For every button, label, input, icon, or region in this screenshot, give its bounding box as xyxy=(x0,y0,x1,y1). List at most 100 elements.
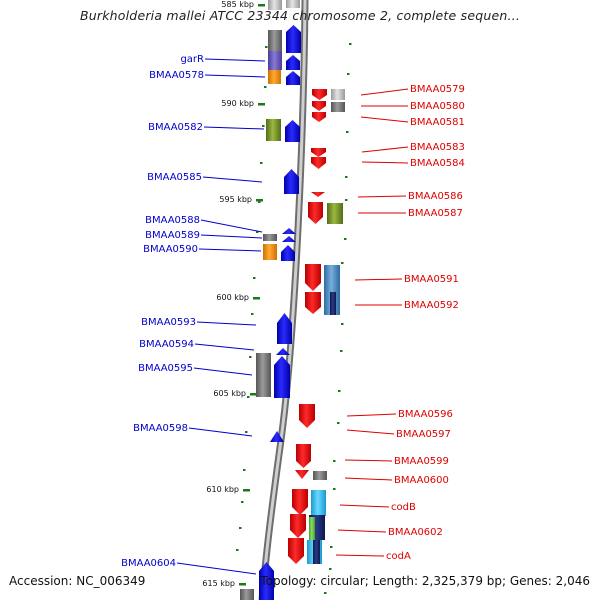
right-track-dot xyxy=(345,199,348,201)
kbp-tick-label: 615 kbp xyxy=(202,579,235,588)
reverse-gene-arrow xyxy=(305,264,321,291)
gene-label-leader xyxy=(354,278,403,281)
gene-block-navy xyxy=(313,540,320,564)
kbp-tick xyxy=(258,4,265,7)
gene-label-left: garR xyxy=(180,54,204,65)
gene-label-right: BMAA0583 xyxy=(410,142,465,153)
gene-label-right: BMAA0596 xyxy=(398,409,453,420)
left-track-dot xyxy=(253,277,256,279)
reverse-gene-arrow xyxy=(296,444,311,468)
right-track-dot xyxy=(333,460,336,462)
left-track-dot xyxy=(251,313,254,315)
gene-label-left: BMAA0594 xyxy=(139,339,194,350)
gene-label-right: BMAA0586 xyxy=(408,191,463,202)
gene-label-left: BMAA0595 xyxy=(138,363,193,374)
gene-label-leader xyxy=(346,429,395,435)
gene-label-leader xyxy=(361,161,409,164)
left-track-dot xyxy=(245,431,248,433)
gene-label-right: codB xyxy=(391,502,416,513)
right-track-dot xyxy=(344,238,347,240)
gene-block-grey xyxy=(268,30,282,51)
gene-label-leader xyxy=(198,248,262,252)
gene-label-left: BMAA0590 xyxy=(143,244,198,255)
gene-label-leader xyxy=(335,554,385,557)
left-track-dot xyxy=(236,549,239,551)
gene-label-left: BMAA0598 xyxy=(133,423,188,434)
gene-label-right: BMAA0584 xyxy=(410,158,465,169)
reverse-gene-arrow xyxy=(292,489,308,515)
right-track-dot xyxy=(345,176,348,178)
gene-block-orange xyxy=(268,70,281,84)
gene-label-left: BMAA0593 xyxy=(141,317,196,328)
kbp-tick xyxy=(258,103,265,106)
gene-label-right: BMAA0592 xyxy=(404,300,459,311)
kbp-tick-label: 595 kbp xyxy=(219,195,252,204)
reverse-gene-arrow xyxy=(311,157,326,169)
kbp-tick xyxy=(243,489,250,492)
reverse-gene-arrow xyxy=(295,470,309,479)
gene-block-grey xyxy=(286,0,300,8)
gene-label-right: BMAA0579 xyxy=(410,84,465,95)
gene-label-leader xyxy=(204,58,266,62)
left-track-dot xyxy=(256,231,259,233)
gene-label-leader xyxy=(360,116,409,123)
kbp-tick xyxy=(253,297,260,300)
gene-label-left: BMAA0582 xyxy=(148,122,203,133)
forward-gene-arrow xyxy=(282,228,296,234)
gene-label-right: BMAA0581 xyxy=(410,117,465,128)
gene-block-green xyxy=(309,517,315,541)
gene-label-right: BMAA0600 xyxy=(394,475,449,486)
map-title: Burkholderia mallei ATCC 23344 chromosom… xyxy=(79,8,520,23)
right-track-dot xyxy=(329,568,332,570)
gene-label-leader xyxy=(196,321,257,326)
right-track-dot xyxy=(338,390,341,392)
reverse-gene-arrow xyxy=(311,192,325,197)
reverse-gene-arrow xyxy=(290,514,306,538)
left-track-dot xyxy=(264,86,267,88)
forward-gene-arrow xyxy=(286,71,300,85)
kbp-tick-label: 610 kbp xyxy=(206,485,239,494)
kbp-tick xyxy=(239,583,246,586)
forward-gene-arrow xyxy=(277,313,292,344)
gene-block-grey xyxy=(268,0,282,10)
forward-gene-arrow xyxy=(285,120,300,142)
forward-gene-arrow xyxy=(274,356,290,398)
gene-label-right: BMAA0587 xyxy=(408,208,463,219)
gene-block-navy xyxy=(330,292,336,315)
gene-block-olive xyxy=(266,119,281,141)
gene-block-grey xyxy=(331,102,345,112)
gene-label-leader xyxy=(193,367,253,376)
gene-label-leader xyxy=(361,146,409,153)
genome-summary-text: Topology: circular; Length: 2,325,379 bp… xyxy=(260,574,590,588)
gene-label-leader xyxy=(344,477,393,481)
reverse-gene-arrow xyxy=(305,292,321,314)
gene-label-left: BMAA0589 xyxy=(145,230,200,241)
gene-label-leader xyxy=(176,562,257,575)
left-track-dot xyxy=(262,125,265,127)
right-track-dot xyxy=(341,262,344,264)
gene-label-leader xyxy=(204,74,266,78)
gene-label-left: BMAA0585 xyxy=(147,172,202,183)
gene-block-grey xyxy=(240,589,254,600)
gene-label-right: BMAA0599 xyxy=(394,456,449,467)
gene-label-right: codA xyxy=(386,551,411,562)
gene-label-right: BMAA0597 xyxy=(396,429,451,440)
right-track-dot xyxy=(324,592,327,594)
kbp-tick-label: 605 kbp xyxy=(213,389,246,398)
gene-label-leader xyxy=(200,219,263,233)
right-track-dot xyxy=(341,323,344,325)
left-track-dot xyxy=(260,162,263,164)
gene-block-violet xyxy=(268,51,282,70)
gene-block-steel xyxy=(324,265,340,292)
left-track-dot xyxy=(243,469,246,471)
right-track-dot xyxy=(346,131,349,133)
left-track-dot xyxy=(258,201,261,203)
right-track-dot xyxy=(347,73,350,75)
left-track-dot xyxy=(265,46,268,48)
kbp-tick-label: 585 kbp xyxy=(221,0,254,9)
gene-block-grey xyxy=(263,234,277,241)
gene-label-leader xyxy=(188,427,253,437)
gene-block-grey xyxy=(313,471,327,480)
right-track-dot xyxy=(333,488,336,490)
